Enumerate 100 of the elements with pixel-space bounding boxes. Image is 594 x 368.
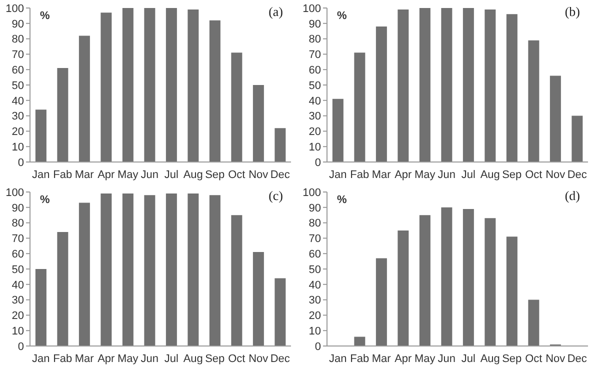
x-tick-label: Jun [140, 168, 158, 181]
x-tick-label: Sep [502, 352, 522, 365]
bar [274, 128, 286, 162]
y-tick-label: 0 [314, 156, 321, 169]
x-tick-label: Mar [372, 168, 392, 181]
bar [441, 8, 452, 162]
bar [419, 8, 430, 162]
y-tick-label: 100 [6, 2, 24, 15]
y-tick-label: 40 [12, 279, 24, 292]
bar [419, 215, 430, 346]
x-tick-label: Fab [53, 168, 72, 181]
y-tick-label: 0 [18, 340, 24, 353]
y-tick-label: 30 [308, 294, 321, 307]
x-tick-label: Apr [394, 352, 412, 365]
x-tick-label: Apr [98, 352, 116, 365]
y-axis-title: % [40, 194, 50, 206]
bar [122, 8, 134, 162]
bar [398, 10, 409, 162]
y-tick-label: 30 [308, 110, 321, 123]
y-axis-title: % [337, 194, 347, 206]
y-tick-label: 40 [308, 95, 321, 108]
x-tick-label: Jul [164, 352, 178, 365]
bar [332, 98, 344, 162]
x-tick-label: May [117, 352, 139, 365]
bar [572, 116, 583, 162]
y-tick-label: 10 [308, 326, 321, 338]
x-tick-label: Aug [183, 168, 203, 181]
y-axis-title: % [337, 10, 347, 22]
x-tick-label: May [414, 352, 436, 365]
x-tick-label: Jan [32, 168, 50, 181]
y-tick-label: 60 [12, 64, 24, 77]
y-tick-label: 20 [308, 310, 321, 322]
y-tick-label: 10 [308, 142, 321, 154]
bar [57, 68, 68, 162]
y-tick-label: 60 [12, 248, 24, 261]
y-tick-label: 20 [12, 126, 24, 138]
x-tick-label: Nov [248, 352, 269, 365]
bar [398, 230, 409, 346]
y-tick-label: 70 [12, 233, 24, 246]
y-tick-label: 80 [12, 218, 24, 230]
y-tick-label: 0 [314, 340, 321, 353]
bar [209, 20, 220, 162]
chart-title: (d) [564, 188, 580, 204]
bar [166, 194, 177, 346]
y-tick-label: 60 [308, 248, 321, 261]
x-tick-label: Nov [546, 168, 566, 181]
x-tick-label: May [414, 168, 436, 181]
x-tick-label: Aug [480, 352, 500, 365]
y-tick-label: 100 [302, 2, 321, 15]
y-tick-label: 20 [308, 126, 321, 138]
x-tick-label: Jun [438, 352, 456, 365]
x-tick-label: Apr [394, 168, 412, 181]
y-tick-label: 10 [12, 326, 24, 338]
x-tick-label: Fab [53, 352, 72, 365]
y-tick-label: 50 [308, 264, 321, 276]
bar [484, 218, 496, 346]
x-tick-label: Oct [525, 352, 542, 365]
y-tick-label: 50 [12, 80, 24, 92]
y-tick-label: 100 [302, 186, 321, 199]
x-tick-label: Oct [228, 352, 246, 365]
bar [144, 8, 156, 162]
x-tick-label: Jan [32, 352, 50, 365]
x-tick-label: Sep [205, 352, 225, 365]
bar [462, 208, 474, 346]
y-tick-label: 20 [12, 310, 24, 322]
chart-title: (a) [268, 4, 283, 20]
bar [528, 300, 540, 346]
x-tick-label: Apr [98, 168, 116, 181]
bar [209, 195, 220, 346]
x-tick-label: Mar [372, 352, 392, 365]
x-tick-label: Jul [461, 168, 476, 181]
y-tick-label: 100 [6, 186, 24, 199]
x-tick-label: Sep [502, 168, 522, 181]
x-tick-label: Dec [270, 168, 290, 181]
bar [354, 336, 366, 346]
bar [506, 14, 518, 162]
bar [274, 278, 286, 346]
x-tick-label: Dec [567, 168, 588, 181]
x-tick-label: Jul [461, 352, 476, 365]
bar [231, 215, 242, 346]
bar [528, 40, 540, 162]
y-tick-label: 0 [18, 156, 24, 169]
bar [354, 52, 366, 162]
chart-title: (b) [564, 4, 580, 20]
x-tick-label: Aug [480, 168, 500, 181]
x-tick-label: Jul [164, 168, 178, 181]
x-tick-label: Fab [350, 352, 370, 365]
bar [376, 26, 387, 162]
bar [188, 10, 199, 162]
x-tick-label: Jan [329, 352, 347, 365]
y-tick-label: 30 [12, 110, 24, 123]
x-tick-label: Nov [248, 168, 269, 181]
x-tick-label: Oct [228, 168, 246, 181]
bar [100, 12, 112, 162]
y-tick-label: 70 [12, 49, 24, 62]
y-tick-label: 40 [308, 279, 321, 292]
y-tick-label: 90 [12, 202, 24, 214]
y-tick-label: 90 [12, 18, 24, 30]
x-tick-label: Oct [525, 168, 542, 181]
y-tick-label: 70 [308, 49, 321, 62]
